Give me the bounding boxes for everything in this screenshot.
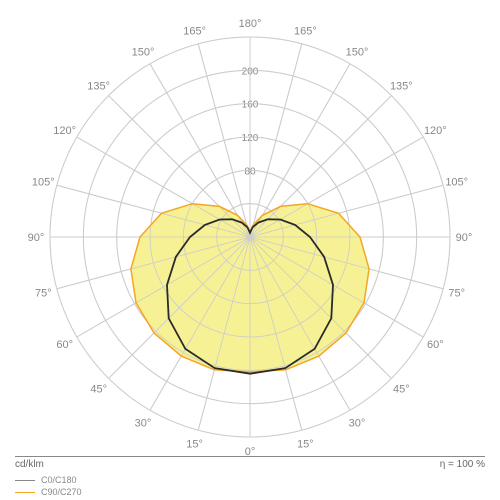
svg-text:30°: 30°: [135, 417, 152, 429]
legend-item-c90: C90/C270: [15, 486, 82, 498]
svg-text:105°: 105°: [32, 177, 55, 189]
svg-text:120°: 120°: [424, 125, 447, 137]
axis-labels-row: cd/klm η = 100 %: [15, 456, 485, 473]
svg-text:45°: 45°: [393, 383, 410, 395]
polar-chart: 180° 165° 150° 135° 165° 150° 135° 120° 105° 90° 1…: [15, 15, 485, 460]
polar-chart-container: 180° 165° 150° 135° 165° 150° 135° 120° 105° 90° 1…: [0, 0, 500, 500]
svg-text:150°: 150°: [132, 47, 155, 59]
svg-text:150°: 150°: [346, 47, 369, 59]
svg-text:15°: 15°: [186, 439, 203, 451]
polar-svg: 180° 165° 150° 135° 165° 150° 135° 120° 105° 90° 1…: [15, 15, 485, 460]
legend-label-c90: C90/C270: [41, 487, 82, 497]
svg-text:15°: 15°: [297, 439, 314, 451]
legend-swatch-c90: [15, 492, 35, 493]
svg-text:45°: 45°: [90, 383, 107, 395]
svg-text:120°: 120°: [53, 125, 76, 137]
svg-text:75°: 75°: [35, 287, 52, 299]
axis-label-right: η = 100 %: [440, 459, 485, 473]
svg-text:60°: 60°: [56, 339, 73, 351]
legend-label-c0: C0/C180: [41, 475, 77, 485]
svg-text:60°: 60°: [427, 339, 444, 351]
svg-text:105°: 105°: [445, 177, 468, 189]
svg-text:135°: 135°: [87, 81, 110, 93]
axis-label-left: cd/klm: [15, 459, 44, 473]
svg-text:75°: 75°: [448, 287, 465, 299]
legend-swatch-c0: [15, 480, 35, 481]
svg-text:135°: 135°: [390, 81, 413, 93]
legend-item-c0: C0/C180: [15, 474, 82, 486]
svg-text:90°: 90°: [456, 232, 473, 244]
svg-text:165°: 165°: [294, 25, 317, 37]
legend: C0/C180 C90/C270: [15, 474, 82, 498]
svg-text:180°: 180°: [239, 18, 262, 30]
svg-text:90°: 90°: [28, 232, 45, 244]
svg-text:165°: 165°: [183, 25, 206, 37]
svg-text:30°: 30°: [349, 417, 366, 429]
